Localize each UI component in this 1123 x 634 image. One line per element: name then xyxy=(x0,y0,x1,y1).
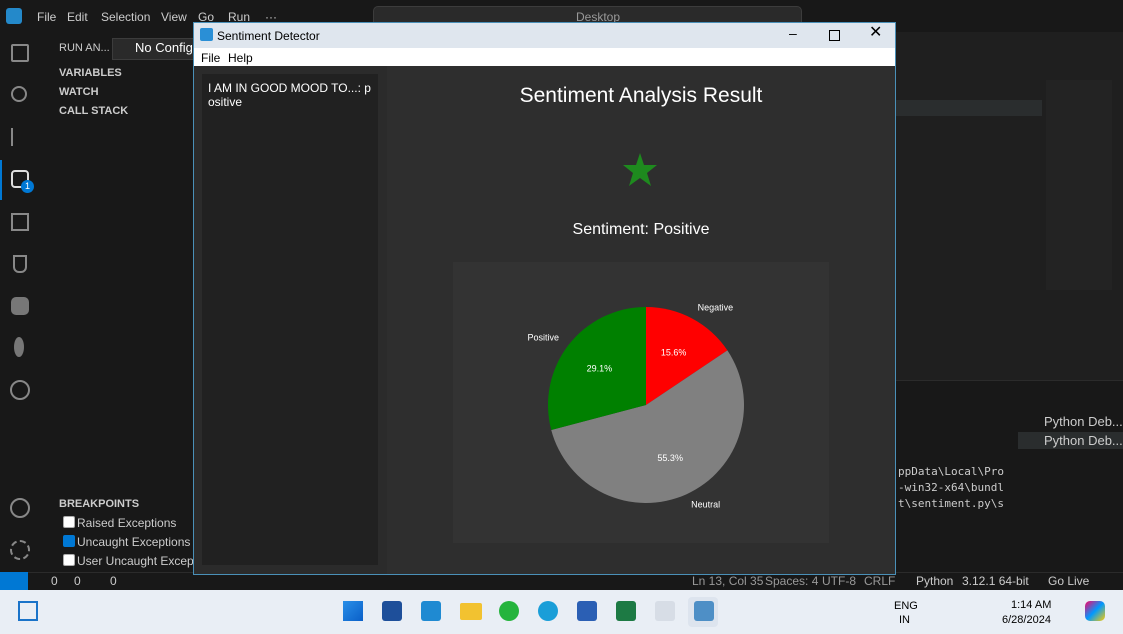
app-title-bar xyxy=(194,23,895,48)
menu-item[interactable]: Selection xyxy=(101,10,151,24)
app-title: Sentiment Detector xyxy=(217,29,320,43)
settings-icon[interactable] xyxy=(10,540,30,560)
slice-label: Positive xyxy=(528,332,560,342)
status-item[interactable]: 3.12.1 64-bit xyxy=(962,574,1029,588)
minimize-button[interactable]: – xyxy=(789,25,797,41)
menu-item[interactable]: View xyxy=(161,10,187,24)
pie-slice xyxy=(646,307,728,405)
search-text: Desktop xyxy=(576,10,621,24)
breakpoint-label: Raised Exceptions xyxy=(77,516,177,530)
minimap xyxy=(1046,80,1112,290)
python-taskbar-icon[interactable] xyxy=(655,601,675,621)
excel-icon[interactable] xyxy=(616,601,636,621)
taskbar xyxy=(0,590,1123,634)
debug-icon[interactable] xyxy=(11,170,29,188)
status-item[interactable]: Go Live xyxy=(1048,574,1090,588)
star xyxy=(623,153,657,186)
section-header[interactable]: BREAKPOINTS xyxy=(59,498,140,510)
history-item[interactable]: I AM IN GOOD MOOD TO...: positive xyxy=(208,81,371,109)
result-heading: Sentiment Analysis Result xyxy=(519,84,763,107)
account-icon[interactable] xyxy=(10,498,30,518)
terminal-line: ppData\Local\Pro xyxy=(898,465,1004,478)
language[interactable]: ENG xyxy=(894,600,918,612)
app-icon xyxy=(200,28,213,41)
store-icon[interactable] xyxy=(382,601,402,621)
menu-item[interactable]: File xyxy=(37,10,57,24)
remote-button[interactable] xyxy=(0,572,28,590)
history-panel xyxy=(202,74,378,565)
menu-item[interactable]: Edit xyxy=(67,10,88,24)
explorer-taskbar-icon[interactable] xyxy=(460,603,482,620)
checkbox[interactable] xyxy=(63,554,75,566)
session-highlight xyxy=(1018,432,1123,449)
testing-icon[interactable] xyxy=(13,255,27,273)
app-menu-bar xyxy=(194,48,895,66)
explorer-icon[interactable] xyxy=(11,44,29,62)
status-warnings[interactable]: 0 xyxy=(74,574,81,588)
sentiment-label: Sentiment: Positive xyxy=(572,221,710,238)
source-control-icon[interactable] xyxy=(11,128,27,146)
debug-session[interactable]: Python Deb... xyxy=(1044,433,1123,448)
panel xyxy=(896,380,1123,573)
extensions-icon[interactable] xyxy=(11,213,29,231)
status-errors[interactable]: 0 xyxy=(51,574,58,588)
app-menu-item[interactable]: Help xyxy=(228,51,253,65)
section-header[interactable]: VARIABLES xyxy=(59,67,122,79)
status-item[interactable]: CRLF xyxy=(864,574,896,588)
python-icon[interactable] xyxy=(11,297,29,315)
sidebar xyxy=(42,32,193,572)
word-icon[interactable] xyxy=(577,601,597,621)
checkbox[interactable] xyxy=(63,535,75,547)
slice-label: Negative xyxy=(698,303,734,313)
vscode-logo xyxy=(6,8,22,24)
start-button[interactable] xyxy=(343,601,363,621)
mongodb-icon[interactable] xyxy=(14,337,24,357)
slice-percent: 55.3% xyxy=(657,453,683,463)
edge-icon[interactable] xyxy=(538,601,558,621)
config-text: No Configi xyxy=(135,40,196,55)
debug-session[interactable]: Python Deb... xyxy=(1044,414,1123,429)
close-button[interactable]: ✕ xyxy=(869,24,883,41)
vscode-taskbar-icon[interactable] xyxy=(421,601,441,621)
breakpoint-label: Uncaught Exceptions xyxy=(77,535,191,549)
menu-item[interactable]: Run xyxy=(228,10,251,24)
debug-badge: 1 xyxy=(21,180,34,193)
status-item[interactable]: Spaces: 4 xyxy=(765,574,819,588)
widgets-icon[interactable] xyxy=(18,601,38,621)
section-header[interactable]: CALL STACK xyxy=(59,105,129,117)
section-header[interactable]: WATCH xyxy=(59,86,99,98)
active-indicator xyxy=(0,160,2,200)
copilot-icon[interactable] xyxy=(1085,601,1105,621)
breakpoint-label: User Uncaught Exceptio xyxy=(77,554,207,568)
status-item[interactable]: UTF-8 xyxy=(822,574,856,588)
pie-chart: Negative 15.6% Neutral 55.3% Positive 29.1% xyxy=(453,262,829,543)
terminal-line: t\sentiment.py\s xyxy=(898,497,1004,510)
slice-percent: 29.1% xyxy=(587,363,613,373)
region[interactable]: IN xyxy=(899,614,910,626)
slice-percent: 15.6% xyxy=(661,347,687,357)
status-ports[interactable]: 0 xyxy=(110,574,117,588)
clock-time[interactable]: 1:14 AM xyxy=(1011,599,1052,611)
pie-slice xyxy=(548,307,646,430)
react-icon[interactable] xyxy=(10,380,30,400)
menu-item[interactable]: Go xyxy=(198,10,215,24)
app-menu-item[interactable]: File xyxy=(201,51,221,65)
clock-date[interactable]: 6/28/2024 xyxy=(1002,614,1051,626)
status-item[interactable]: Python xyxy=(916,574,954,588)
menu-item[interactable]: ··· xyxy=(265,10,277,24)
sentiment-taskbar-icon[interactable] xyxy=(694,601,714,621)
run-label: RUN AN... xyxy=(59,42,110,54)
star-icon xyxy=(623,153,657,186)
editor-line-highlight xyxy=(896,100,1042,116)
slice-label: Neutral xyxy=(691,499,720,509)
status-item[interactable]: Ln 13, Col 35 xyxy=(692,574,764,588)
whatsapp-icon[interactable] xyxy=(499,601,519,621)
checkbox[interactable] xyxy=(63,516,75,528)
maximize-button[interactable] xyxy=(829,30,840,41)
terminal-line: -win32-x64\bundl xyxy=(898,481,1004,494)
search-icon[interactable] xyxy=(11,86,27,102)
pie-slice xyxy=(551,350,744,503)
